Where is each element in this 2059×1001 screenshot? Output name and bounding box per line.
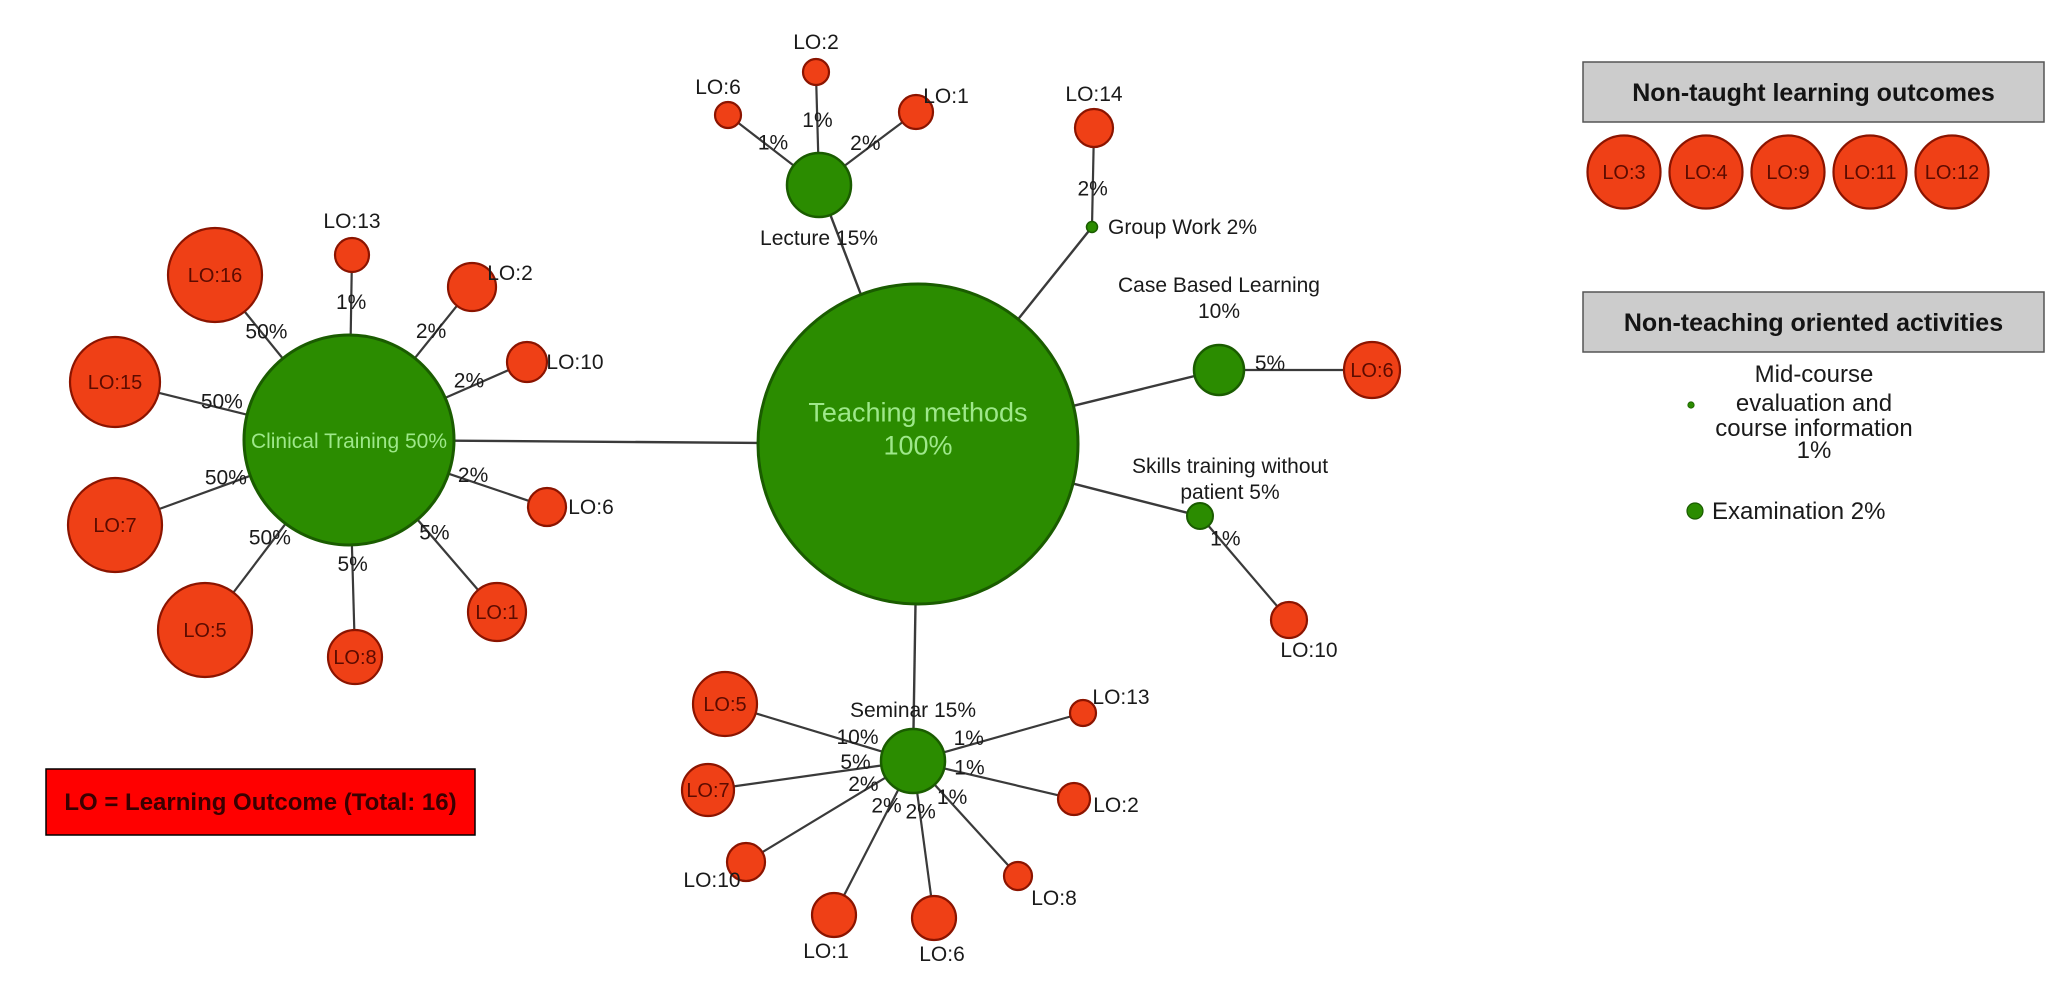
svg-text:5%: 5% — [419, 521, 449, 544]
svg-text:LO:13: LO:13 — [323, 210, 380, 233]
svg-text:LO:12: LO:12 — [1925, 162, 1979, 184]
svg-text:LO:9: LO:9 — [1766, 162, 1809, 184]
svg-text:Examination 2%: Examination 2% — [1712, 498, 1885, 525]
svg-text:1%: 1% — [336, 291, 366, 314]
svg-text:1%: 1% — [1797, 437, 1832, 464]
svg-text:2%: 2% — [416, 320, 446, 343]
svg-text:evaluation and: evaluation and — [1736, 390, 1892, 417]
svg-text:LO:1: LO:1 — [803, 940, 849, 963]
svg-text:LO:13: LO:13 — [1092, 686, 1149, 709]
svg-text:LO:6: LO:6 — [1350, 360, 1393, 382]
svg-text:2%: 2% — [871, 795, 901, 818]
svg-text:Group Work 2%: Group Work 2% — [1108, 216, 1257, 239]
svg-text:Non-taught learning outcomes: Non-taught learning outcomes — [1632, 79, 1995, 107]
svg-text:Skills training without: Skills training without — [1132, 455, 1328, 478]
svg-text:LO:15: LO:15 — [88, 372, 142, 394]
svg-text:1%: 1% — [937, 786, 967, 809]
svg-text:LO:1: LO:1 — [923, 85, 969, 108]
svg-text:2%: 2% — [454, 369, 484, 392]
svg-text:LO:1: LO:1 — [475, 602, 518, 624]
svg-text:patient 5%: patient 5% — [1180, 481, 1279, 504]
svg-text:LO:6: LO:6 — [695, 76, 741, 99]
svg-text:LO = Learning Outcome (Total:: LO = Learning Outcome (Total: 16) — [64, 789, 456, 816]
svg-text:LO:8: LO:8 — [1031, 887, 1077, 910]
svg-text:Teaching methods: Teaching methods — [808, 398, 1027, 428]
svg-text:LO:5: LO:5 — [183, 620, 226, 642]
svg-text:LO:8: LO:8 — [333, 647, 376, 669]
svg-text:1%: 1% — [954, 727, 984, 750]
svg-text:Lecture 15%: Lecture 15% — [760, 227, 878, 250]
svg-text:10%: 10% — [836, 726, 878, 749]
svg-text:LO:10: LO:10 — [546, 351, 603, 374]
svg-text:5%: 5% — [1255, 352, 1285, 375]
svg-text:10%: 10% — [1198, 300, 1240, 323]
svg-text:LO:11: LO:11 — [1844, 162, 1897, 184]
svg-text:Clinical Training 50%: Clinical Training 50% — [251, 430, 447, 453]
svg-text:LO:10: LO:10 — [1280, 639, 1337, 662]
svg-text:2%: 2% — [848, 773, 878, 796]
svg-text:LO:7: LO:7 — [686, 780, 729, 802]
svg-text:LO:10: LO:10 — [683, 869, 740, 892]
svg-text:5%: 5% — [840, 751, 870, 774]
svg-text:LO:4: LO:4 — [1684, 162, 1727, 184]
svg-text:50%: 50% — [205, 467, 247, 490]
svg-text:LO:3: LO:3 — [1602, 162, 1645, 184]
svg-text:Mid-course: Mid-course — [1755, 361, 1874, 388]
svg-text:100%: 100% — [883, 430, 952, 460]
svg-text:50%: 50% — [201, 390, 243, 413]
svg-text:1%: 1% — [758, 132, 788, 155]
svg-text:2%: 2% — [458, 464, 488, 487]
svg-text:2%: 2% — [1077, 178, 1107, 201]
svg-text:LO:2: LO:2 — [1093, 794, 1139, 817]
svg-text:LO:2: LO:2 — [793, 31, 839, 54]
svg-text:5%: 5% — [337, 553, 367, 576]
svg-text:1%: 1% — [954, 756, 984, 779]
svg-text:LO:5: LO:5 — [703, 694, 746, 716]
svg-text:Non-teaching oriented activiti: Non-teaching oriented activities — [1624, 309, 2003, 337]
svg-text:Seminar 15%: Seminar 15% — [850, 699, 976, 722]
svg-text:50%: 50% — [245, 320, 287, 343]
svg-text:LO:7: LO:7 — [93, 515, 136, 537]
svg-text:50%: 50% — [249, 526, 291, 549]
svg-text:1%: 1% — [1210, 528, 1240, 551]
svg-text:LO:2: LO:2 — [487, 262, 533, 285]
svg-text:LO:16: LO:16 — [188, 265, 242, 287]
svg-text:2%: 2% — [850, 132, 880, 155]
svg-text:Case Based Learning: Case Based Learning — [1118, 274, 1320, 297]
svg-text:1%: 1% — [802, 109, 832, 132]
svg-text:LO:6: LO:6 — [919, 943, 965, 966]
svg-text:2%: 2% — [906, 800, 936, 823]
svg-text:LO:6: LO:6 — [568, 496, 614, 519]
svg-text:LO:14: LO:14 — [1065, 83, 1123, 106]
